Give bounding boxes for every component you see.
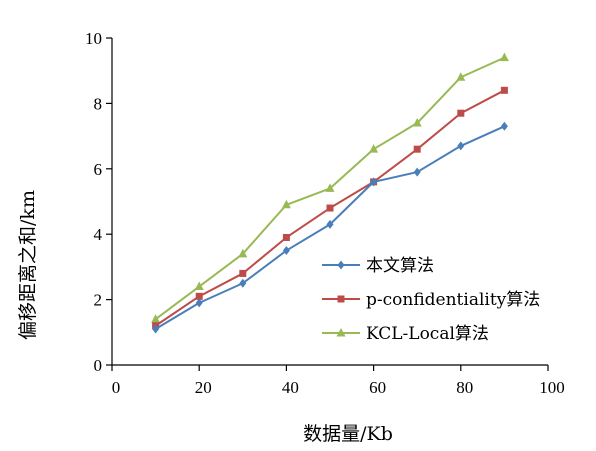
y-tick-label: 10 [85,29,102,48]
y-tick-label: 2 [94,291,103,310]
y-axis-title: 偏移距离之和/km [17,190,39,340]
data-point [238,248,248,258]
data-point [412,118,422,127]
legend-label: KCL-Local算法 [366,324,489,344]
data-point [370,177,378,187]
data-point [457,141,465,151]
data-point [369,144,379,153]
data-point [282,233,290,241]
data-point [457,109,465,117]
legend-marker [337,295,345,303]
x-tick-label: 100 [539,378,565,397]
data-point [326,204,334,212]
legend-label: 本文算法 [366,256,434,276]
legend-marker [336,328,346,337]
data-point [239,278,247,288]
x-axis-title: 数据量/Kb [303,423,393,445]
legend-item: p-confidentiality算法 [322,290,540,310]
data-point [195,292,203,300]
series-1 [152,121,508,334]
x-tick-label: 60 [369,378,386,397]
legend-label: p-confidentiality算法 [366,290,540,310]
data-point [325,183,335,192]
series-layer [151,52,509,334]
series-3 [151,52,509,323]
data-point [194,281,204,291]
data-point [281,199,291,209]
data-point [239,269,247,277]
y-tick-label: 4 [94,225,103,244]
data-point [456,72,466,81]
x-tick-label: 40 [282,378,299,397]
data-point [151,314,161,323]
data-point [413,167,421,177]
y-tick-label: 0 [94,356,103,375]
data-point [413,145,421,153]
data-point [152,324,160,334]
data-point [500,121,508,131]
axes [111,38,548,366]
x-tick-label: 80 [456,378,473,397]
legend-item: KCL-Local算法 [322,324,489,344]
x-tick-label: 0 [112,378,121,397]
x-tick-label: 20 [195,378,212,397]
data-point [282,246,290,256]
data-point [326,219,334,229]
legend: 本文算法 p-confidentiality算法 KCL-Local算法 [322,256,540,344]
y-tick-label: 8 [94,94,103,113]
y-tick-label: 6 [94,160,103,179]
data-point [195,298,203,308]
legend-marker [337,260,345,270]
data-point [500,86,508,94]
data-point [499,52,509,62]
legend-item: 本文算法 [322,256,434,276]
